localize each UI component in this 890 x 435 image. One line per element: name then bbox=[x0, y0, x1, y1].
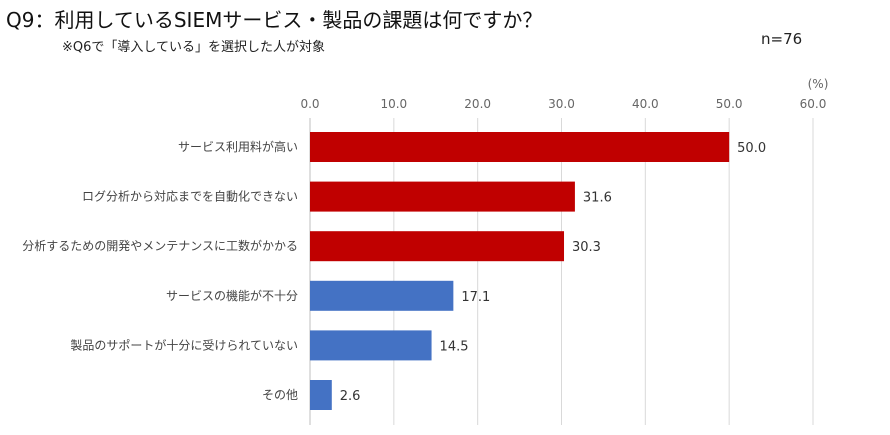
data-label: 30.3 bbox=[572, 240, 601, 255]
x-tick-label: 10.0 bbox=[380, 97, 407, 111]
grid-lines bbox=[309, 118, 814, 425]
data-label: 50.0 bbox=[737, 141, 766, 156]
x-tick-label: 50.0 bbox=[716, 97, 743, 111]
data-labels: 50.0 31.6 30.3 17.1 14.5 2.6 bbox=[340, 141, 766, 404]
bars bbox=[310, 132, 730, 410]
x-axis-ticks: 0.0 10.0 20.0 30.0 40.0 50.0 60.0 bbox=[300, 97, 826, 111]
category-label: サービス利用料が高い bbox=[178, 139, 298, 154]
x-tick-label: 60.0 bbox=[800, 97, 827, 111]
x-tick-label: 30.0 bbox=[548, 97, 575, 111]
data-label: 2.6 bbox=[340, 389, 361, 404]
data-label: 14.5 bbox=[440, 339, 469, 354]
unit-label: (%) bbox=[808, 77, 829, 91]
bar bbox=[310, 380, 332, 410]
category-label: 製品のサポートが十分に受けられていない bbox=[70, 337, 298, 352]
data-label: 17.1 bbox=[461, 290, 490, 305]
category-labels: サービス利用料が高いログ分析から対応までを自動化できない分析するための開発やメン… bbox=[22, 139, 298, 402]
bar bbox=[310, 132, 730, 162]
chart-title: Q9：利用しているSIEMサービス・製品の課題は何ですか？ bbox=[6, 8, 543, 32]
data-label: 31.6 bbox=[583, 191, 612, 206]
bar bbox=[310, 231, 565, 262]
category-label: サービスの機能が不十分 bbox=[166, 288, 298, 303]
category-label: ログ分析から対応までを自動化できない bbox=[82, 190, 298, 204]
bar bbox=[310, 330, 432, 361]
bar bbox=[310, 181, 575, 212]
bar bbox=[310, 280, 454, 311]
x-tick-label: 0.0 bbox=[300, 97, 319, 111]
chart-subtitle: ※Q6で「導入している」を選択した人が対象 bbox=[62, 40, 326, 55]
category-label: その他 bbox=[262, 388, 298, 402]
x-tick-label: 40.0 bbox=[632, 97, 659, 111]
category-label: 分析するための開発やメンテナンスに工数がかかる bbox=[22, 238, 298, 253]
sample-size-label: n=76 bbox=[761, 30, 803, 48]
x-tick-label: 20.0 bbox=[464, 97, 491, 111]
